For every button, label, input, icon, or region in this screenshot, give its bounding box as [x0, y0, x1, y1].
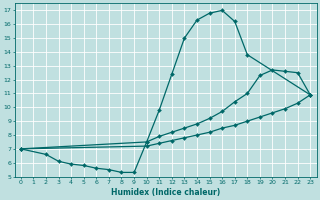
- X-axis label: Humidex (Indice chaleur): Humidex (Indice chaleur): [111, 188, 220, 197]
